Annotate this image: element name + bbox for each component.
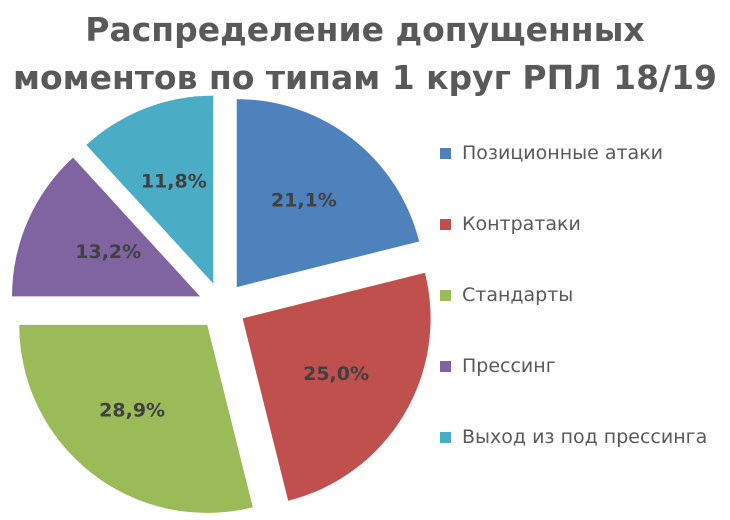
legend-label-4: Прессинг xyxy=(462,355,556,377)
pie-slice-5 xyxy=(86,95,214,284)
pie-slice-3 xyxy=(19,324,253,513)
data-label-4: 13,2% xyxy=(75,241,141,263)
legend-label-3: Стандарты xyxy=(462,284,574,306)
data-label-5: 11,8% xyxy=(141,170,207,192)
legend-item-3: Стандарты xyxy=(440,280,725,310)
legend-label-5: Выход из под прессинга xyxy=(462,426,708,448)
legend-swatch-3 xyxy=(440,290,451,301)
legend-label-1: Позиционные атаки xyxy=(462,142,664,164)
data-label-1: 21,1% xyxy=(271,190,337,212)
pie-data-labels: 21,1% 25,0% 28,9% 13,2% 11,8% xyxy=(75,170,369,421)
chart-title: Распределение допущенных моментов по тип… xyxy=(0,6,730,102)
pie-slice-1 xyxy=(236,99,420,288)
legend-swatch-4 xyxy=(440,361,451,372)
legend-label-2: Контратаки xyxy=(462,213,581,235)
legend-swatch-2 xyxy=(440,219,451,230)
legend-item-5: Выход из под прессинга xyxy=(440,422,725,452)
pie-slice-2 xyxy=(242,272,431,501)
legend-swatch-5 xyxy=(440,432,451,443)
legend-swatch-1 xyxy=(440,148,451,159)
pie-slices xyxy=(12,95,431,513)
data-label-3: 28,9% xyxy=(99,399,165,421)
chart-title-line-1: Распределение допущенных xyxy=(85,10,645,49)
legend: Позиционные атаки Контратаки Стандарты Прес… xyxy=(440,138,725,452)
legend-item-4: Прессинг xyxy=(440,351,725,381)
legend-item-2: Контратаки xyxy=(440,209,725,239)
chart-title-line-2: моментов по типам 1 круг РПЛ 18/19 xyxy=(12,58,718,97)
pie-slice-4 xyxy=(12,157,201,297)
legend-item-1: Позиционные атаки xyxy=(440,138,725,168)
data-label-2: 25,0% xyxy=(303,363,369,385)
